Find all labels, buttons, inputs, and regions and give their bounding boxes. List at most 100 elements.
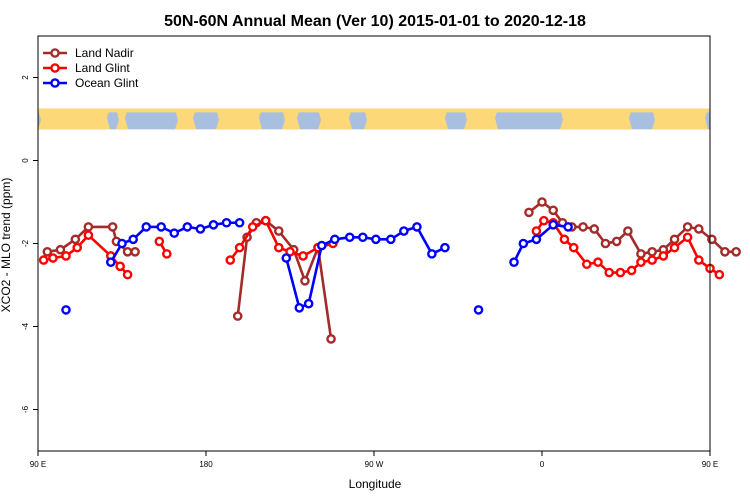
data-point: [61, 251, 71, 261]
x-tick-label: 90 W: [365, 460, 384, 469]
data-point: [623, 226, 633, 236]
x-tick-label: 0: [540, 460, 545, 469]
data-point: [399, 226, 409, 236]
legend-label: Ocean Glint: [75, 76, 139, 90]
legend-swatch-marker: [50, 63, 60, 73]
data-point: [273, 226, 284, 236]
data-point: [548, 220, 559, 230]
data-point: [156, 222, 166, 232]
data-point: [578, 222, 588, 232]
data-point: [694, 224, 704, 234]
map-land-region: [282, 108, 300, 130]
data-point: [647, 255, 657, 265]
legend-item: Land Glint: [43, 61, 130, 75]
data-point: [611, 236, 622, 247]
x-axis-label: Longitude: [349, 477, 402, 491]
data-point: [234, 242, 245, 253]
data-point: [589, 224, 600, 234]
data-point: [300, 276, 310, 286]
x-tick-label: 90 E: [30, 460, 46, 469]
data-point: [636, 257, 646, 267]
chart-title: 50N-60N Annual Mean (Ver 10) 2015-01-01 …: [164, 13, 586, 30]
y-tick-label: -4: [21, 322, 30, 330]
data-point: [593, 257, 603, 267]
y-axis: 2 0 -2 -4 -6: [21, 75, 38, 413]
map-land-region: [464, 108, 498, 130]
data-point: [154, 236, 165, 247]
data-point: [682, 222, 693, 232]
data-point: [298, 251, 308, 261]
data-point: [329, 234, 340, 245]
data-point: [232, 311, 243, 321]
y-axis-label: XCO2 - MLO trend (ppm): [0, 178, 13, 313]
y-tick-label: -2: [21, 239, 30, 247]
data-point: [122, 269, 133, 280]
data-point: [669, 242, 680, 253]
data-point: [531, 226, 542, 236]
data-point: [169, 228, 180, 238]
map-land-region: [216, 108, 262, 130]
data-point: [615, 267, 626, 278]
data-point: [427, 249, 437, 259]
data-point: [669, 234, 680, 245]
data-point: [234, 217, 245, 228]
data-point: [107, 222, 118, 232]
data-point: [720, 246, 730, 257]
data-point: [303, 298, 314, 309]
data-point: [70, 234, 81, 245]
series-ocean-glint: [61, 217, 573, 315]
data-point: [141, 222, 152, 232]
data-point: [344, 232, 355, 243]
map-land-region: [38, 108, 710, 113]
map-land-region: [318, 108, 352, 130]
data-point: [371, 234, 381, 245]
series-line: [236, 219, 333, 340]
data-point: [61, 305, 71, 315]
data-point: [161, 249, 172, 259]
map-strip-land: [38, 108, 710, 130]
data-point: [518, 238, 529, 249]
data-point: [473, 305, 484, 315]
x-tick-label: 90 E: [702, 460, 718, 469]
data-point: [440, 242, 450, 253]
data-point: [604, 267, 615, 278]
legend-swatch-marker: [50, 78, 60, 88]
data-point: [539, 215, 549, 226]
map-land-region: [175, 108, 196, 130]
data-point: [357, 232, 368, 243]
data-point: [260, 215, 271, 226]
data-point: [509, 257, 519, 267]
map-land-region: [38, 108, 110, 130]
data-point: [524, 207, 534, 218]
data-point: [55, 244, 66, 255]
data-point: [568, 242, 579, 253]
x-axis: 90 E 180 90 W 0 90 E: [30, 451, 718, 469]
map-land-region: [364, 108, 448, 130]
legend-item: Land Nadir: [43, 46, 134, 60]
data-point: [208, 220, 219, 230]
data-point: [582, 259, 592, 270]
data-point: [682, 232, 693, 243]
data-point: [117, 238, 127, 249]
data-point: [385, 234, 396, 245]
data-point: [658, 251, 669, 261]
series-line: [528, 200, 737, 256]
data-point: [273, 242, 284, 253]
data-point: [130, 246, 140, 257]
data-point: [548, 205, 559, 216]
data-point: [48, 253, 58, 263]
data-point: [83, 230, 94, 240]
series-layer: [38, 197, 741, 344]
data-point: [412, 222, 422, 232]
data-point: [281, 253, 292, 263]
legend-label: Land Glint: [75, 61, 130, 75]
data-point: [326, 334, 336, 344]
data-point: [600, 238, 611, 249]
data-point: [316, 240, 327, 251]
data-point: [122, 246, 133, 257]
data-point: [559, 234, 570, 245]
data-point: [537, 197, 547, 207]
data-point: [195, 224, 206, 234]
